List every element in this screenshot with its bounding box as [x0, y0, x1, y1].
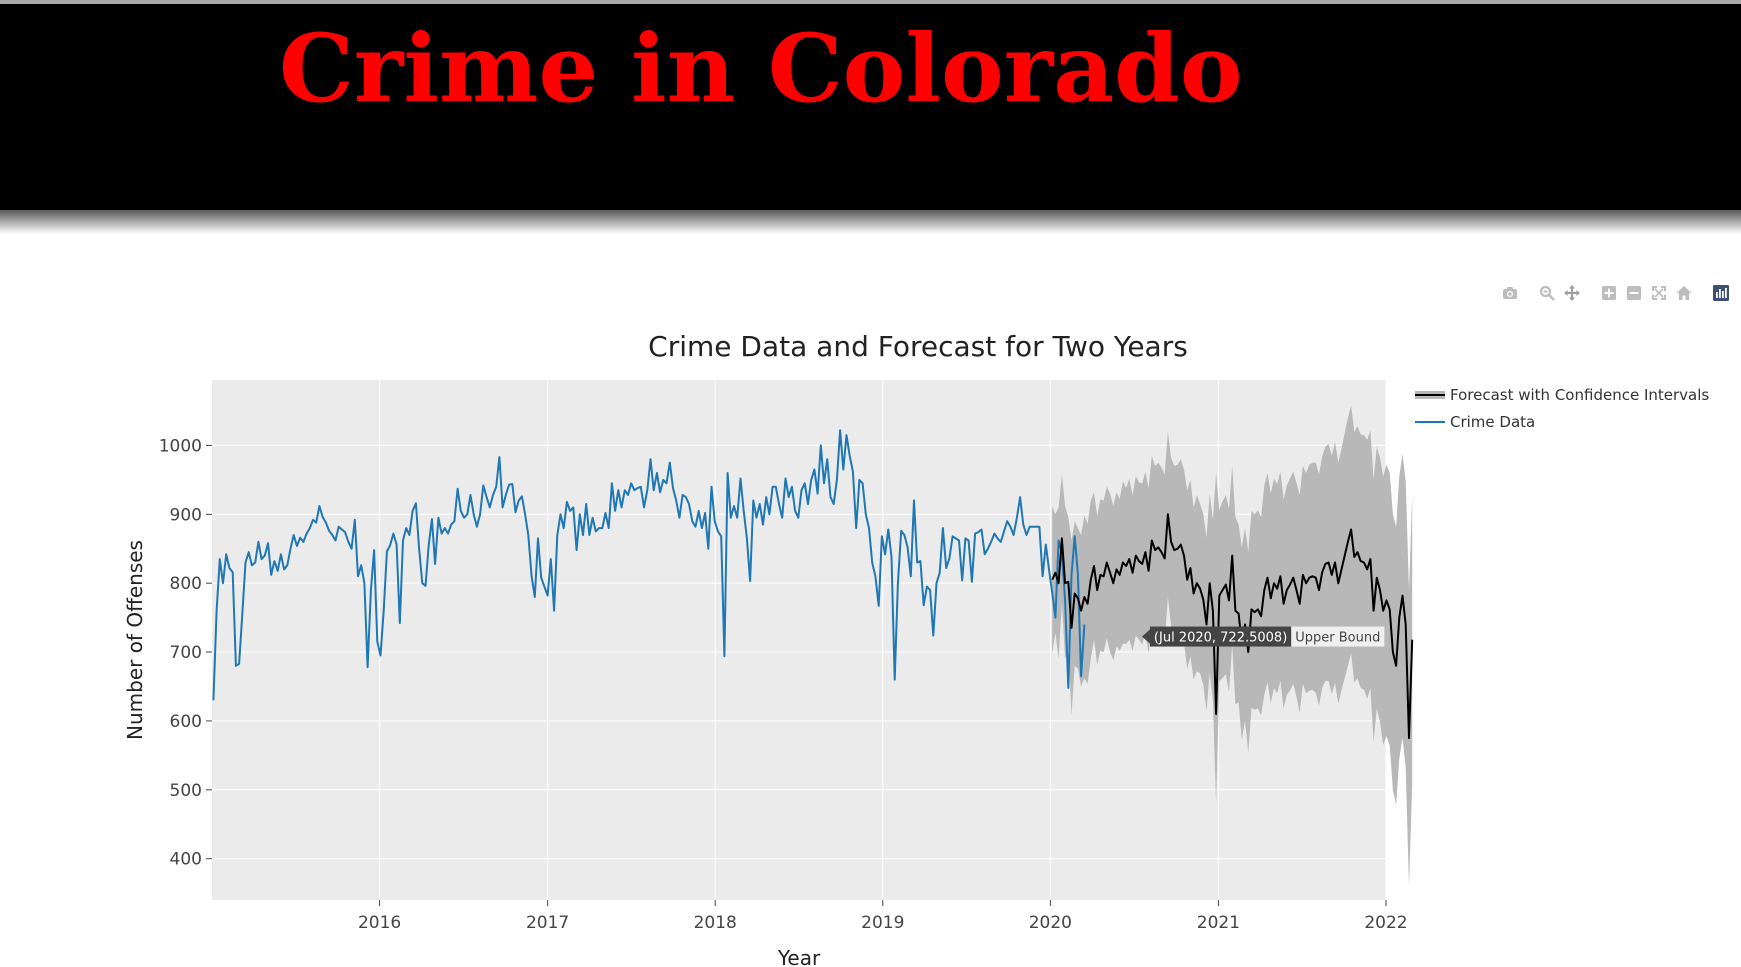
- forecast-line: [1051, 513, 1414, 740]
- zoom-out-icon[interactable]: [1624, 283, 1644, 303]
- hover-label: Upper Bound: [1295, 631, 1380, 646]
- x-axis-label: Year: [777, 946, 821, 967]
- y-axis-ticks: 400 500 600 700 800 900 1000: [159, 436, 212, 870]
- hover-tooltip: (Jul 2020, 722.5008) Upper Bound: [1141, 626, 1385, 647]
- forecast-chart: Crime Data and Forecast for Two Years 40…: [123, 330, 1709, 967]
- header-shadow: [0, 210, 1741, 234]
- confidence-band: [1052, 405, 1413, 887]
- x-axis-ticks: 2016 2017 2018 2019 2020 2021 2022: [358, 900, 1408, 933]
- hover-value-box: [1149, 626, 1292, 647]
- legend-item-crime[interactable]: Crime Data: [1415, 413, 1535, 431]
- legend-label-crime: Crime Data: [1450, 413, 1535, 431]
- y-tick-label: 1000: [159, 436, 202, 456]
- x-tick-label: 2018: [694, 913, 737, 933]
- x-tick-label: 2022: [1364, 913, 1407, 933]
- hover-pointer: [1141, 629, 1150, 644]
- crime-data-line: [212, 429, 1086, 701]
- reset-axes-icon[interactable]: [1674, 283, 1694, 303]
- x-tick-label: 2019: [861, 913, 904, 933]
- legend: Forecast with Confidence Intervals Crime…: [1415, 386, 1709, 431]
- y-tick-label: 700: [170, 643, 202, 663]
- x-tick-label: 2016: [358, 913, 401, 933]
- y-tick-label: 900: [170, 505, 202, 525]
- x-tick-label: 2020: [1029, 913, 1072, 933]
- plot-modebar: [1500, 282, 1736, 304]
- y-tick-label: 400: [170, 850, 202, 870]
- hover-value: (Jul 2020, 722.5008): [1154, 631, 1287, 646]
- pan-icon[interactable]: [1562, 283, 1582, 303]
- y-tick-label: 500: [170, 781, 202, 801]
- x-tick-label: 2017: [526, 913, 569, 933]
- y-tick-label: 600: [170, 712, 202, 732]
- camera-icon[interactable]: [1500, 283, 1520, 303]
- y-tick-label: 800: [170, 574, 202, 594]
- y-axis-label: Number of Offenses: [123, 540, 147, 740]
- page-title: Crime in Colorado: [279, 14, 1243, 124]
- page-header: Crime in Colorado: [0, 0, 1741, 210]
- zoom-in-icon[interactable]: [1599, 283, 1619, 303]
- zoom-icon[interactable]: [1537, 283, 1557, 303]
- plotly-logo-icon[interactable]: [1711, 283, 1731, 303]
- autoscale-icon[interactable]: [1649, 283, 1669, 303]
- chart-title: Crime Data and Forecast for Two Years: [648, 330, 1188, 363]
- hover-label-box: [1291, 626, 1385, 647]
- legend-label-forecast: Forecast with Confidence Intervals: [1450, 386, 1709, 404]
- x-tick-label: 2021: [1197, 913, 1240, 933]
- legend-item-forecast[interactable]: Forecast with Confidence Intervals: [1415, 386, 1709, 404]
